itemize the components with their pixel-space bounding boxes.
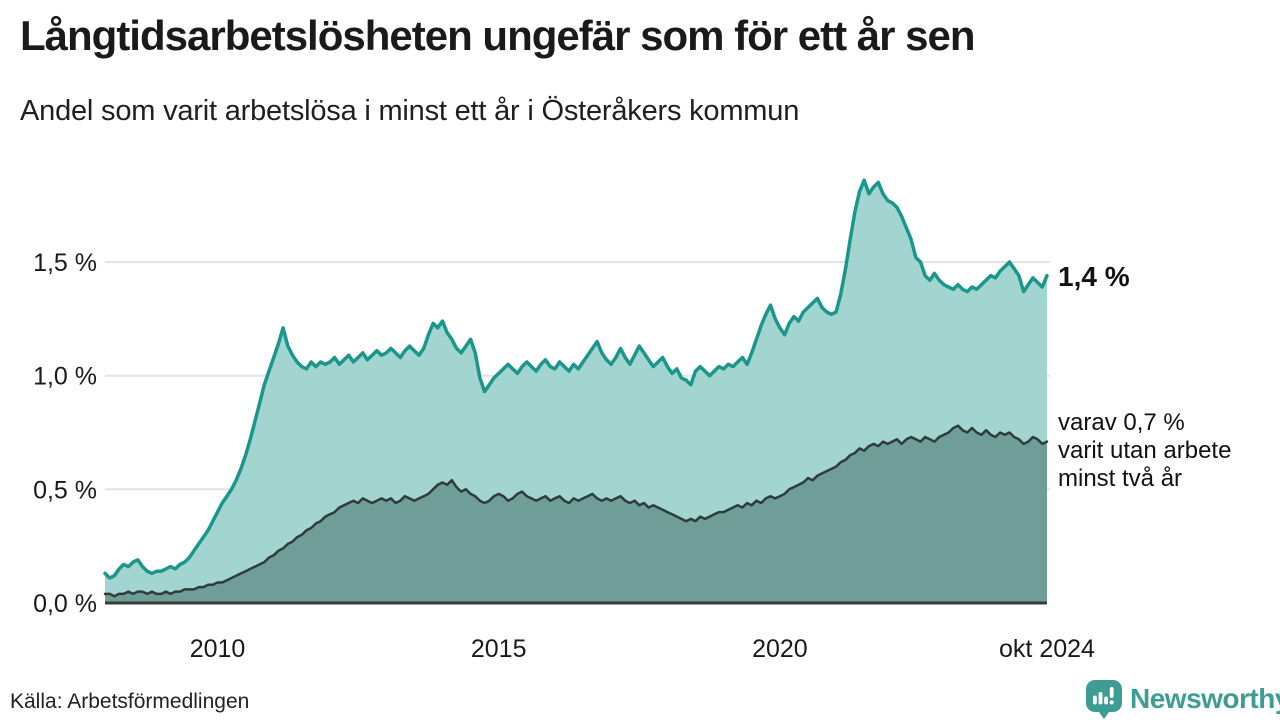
- newsworthy-logo-icon: [1086, 679, 1122, 719]
- series2-annotation-line3: minst två år: [1058, 465, 1183, 492]
- series2-annotation-line2: varit utan arbete: [1058, 437, 1232, 464]
- series-1-area: [105, 425, 1047, 603]
- series1-end-value-label: 1,4 %: [1058, 261, 1130, 292]
- y-tick-label-0,0%: 0,0 %: [33, 590, 97, 618]
- series2-annotation: varav 0,7 % varit utan arbete minst två …: [1058, 409, 1231, 493]
- y-tick-label-1,0%: 1,0 %: [33, 363, 97, 391]
- x-tick-label-2010: 2010: [190, 635, 246, 663]
- series-1-line: [103, 424, 1049, 598]
- y-tick-label-0,5%: 0,5 %: [33, 476, 97, 504]
- x-tick-label-2015: 2015: [471, 635, 527, 663]
- newsworthy-wordmark: Newsworthy: [1130, 683, 1280, 714]
- source-note: Källa: Arbetsförmedlingen: [10, 690, 250, 713]
- page-subtitle: Andel som varit arbetslösa i minst ett å…: [20, 95, 800, 127]
- newsworthy-logo: Newsworthy: [1085, 678, 1280, 720]
- series2-annotation-line1: varav 0,7 %: [1058, 409, 1185, 436]
- x-tick-label-okt-2024: okt 2024: [999, 635, 1095, 663]
- page-title: Långtidsarbetslösheten ungefär som för e…: [20, 12, 976, 59]
- series-0-line: [103, 178, 1049, 580]
- y-tick-label-1,5%: 1,5 %: [33, 249, 97, 277]
- x-tick-label-2020: 2020: [752, 635, 808, 663]
